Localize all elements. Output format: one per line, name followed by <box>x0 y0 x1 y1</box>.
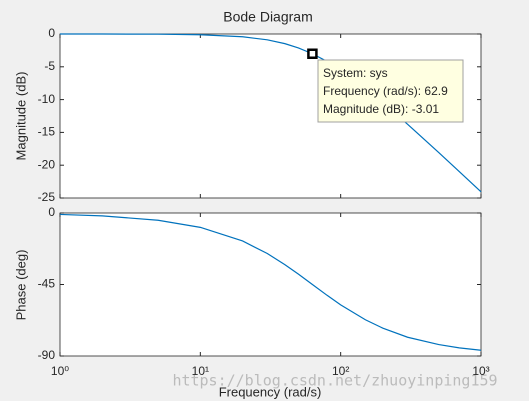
datatip-box <box>317 59 464 123</box>
y-tick-label: 0 <box>48 26 55 40</box>
y-tick-label: -10 <box>38 92 56 106</box>
x-tick-label: 10³ <box>472 364 489 378</box>
plot-area <box>59 212 482 357</box>
y-axis-label: Phase (deg) <box>13 250 28 321</box>
y-axis-label: Magnitude (dB) <box>13 72 28 161</box>
datatip-line: Magnitude (dB): -3.01 <box>323 102 439 116</box>
y-tick-label: -45 <box>38 277 56 291</box>
y-tick-label: -25 <box>38 190 56 204</box>
watermark: https://blog.csdn.net/zhuoyinping159 <box>172 372 497 390</box>
y-tick-label: -5 <box>44 59 55 73</box>
datatip-label: Magnitude (dB): <box>323 102 408 116</box>
datatip-label: Frequency (rad/s): <box>323 84 421 98</box>
datatip-marker <box>307 48 318 59</box>
chart-title: Bode Diagram <box>223 9 313 25</box>
datatip-line: Frequency (rad/s): 62.9 <box>323 84 448 98</box>
y-tick-label: -90 <box>38 348 56 362</box>
datatip-system: System: sys <box>323 66 388 80</box>
x-axis-label: Frequency (rad/s) <box>219 384 322 399</box>
x-tick-label: 10⁰ <box>51 364 69 378</box>
y-tick-label: -20 <box>38 157 56 171</box>
line <box>59 213 482 351</box>
datatip-value: -3.01 <box>412 102 440 116</box>
x-tick-label: 10¹ <box>192 364 209 378</box>
x-tick-label: 10² <box>332 364 349 378</box>
y-tick-label: -15 <box>38 125 56 139</box>
y-tick-label: 0 <box>48 205 55 219</box>
datatip-value: 62.9 <box>424 84 448 98</box>
